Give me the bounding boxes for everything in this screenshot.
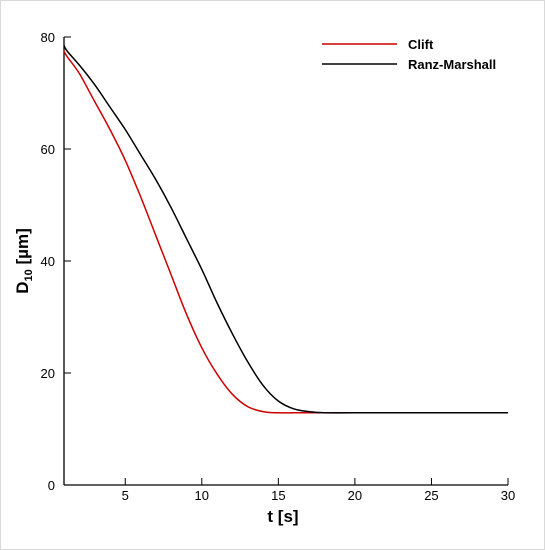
y-axis-title-subscript: 10	[23, 269, 35, 281]
tick-group: 5 10 15 20 25 30 0 20 40 60 80	[41, 30, 516, 503]
x-tick-label: 30	[501, 488, 515, 503]
x-tick-label: 10	[195, 488, 209, 503]
x-tick-label: 25	[424, 488, 438, 503]
legend-label-clift: Clift	[408, 37, 434, 52]
y-tick-label: 80	[41, 30, 55, 45]
legend-label-ranz-marshall: Ranz-Marshall	[408, 57, 496, 72]
y-axis-title-unit: [µm]	[13, 228, 32, 269]
x-tick-label: 5	[122, 488, 129, 503]
series-line-ranz-marshall	[63, 45, 508, 414]
y-axis-title: D10 [µm]	[13, 228, 35, 294]
legend: Clift Ranz-Marshall	[322, 37, 496, 72]
x-tick-label: 15	[271, 488, 285, 503]
axes	[63, 37, 508, 486]
x-axis-title: t [s]	[267, 507, 298, 526]
y-tick-label: 0	[48, 478, 55, 493]
y-tick-label: 60	[41, 142, 55, 157]
x-tick-label: 20	[348, 488, 362, 503]
y-tick-label: 20	[41, 366, 55, 381]
series-line-clift	[63, 50, 508, 414]
series-layer	[63, 45, 508, 414]
y-axis-title-main: D	[13, 281, 32, 293]
y-tick-label: 40	[41, 254, 55, 269]
